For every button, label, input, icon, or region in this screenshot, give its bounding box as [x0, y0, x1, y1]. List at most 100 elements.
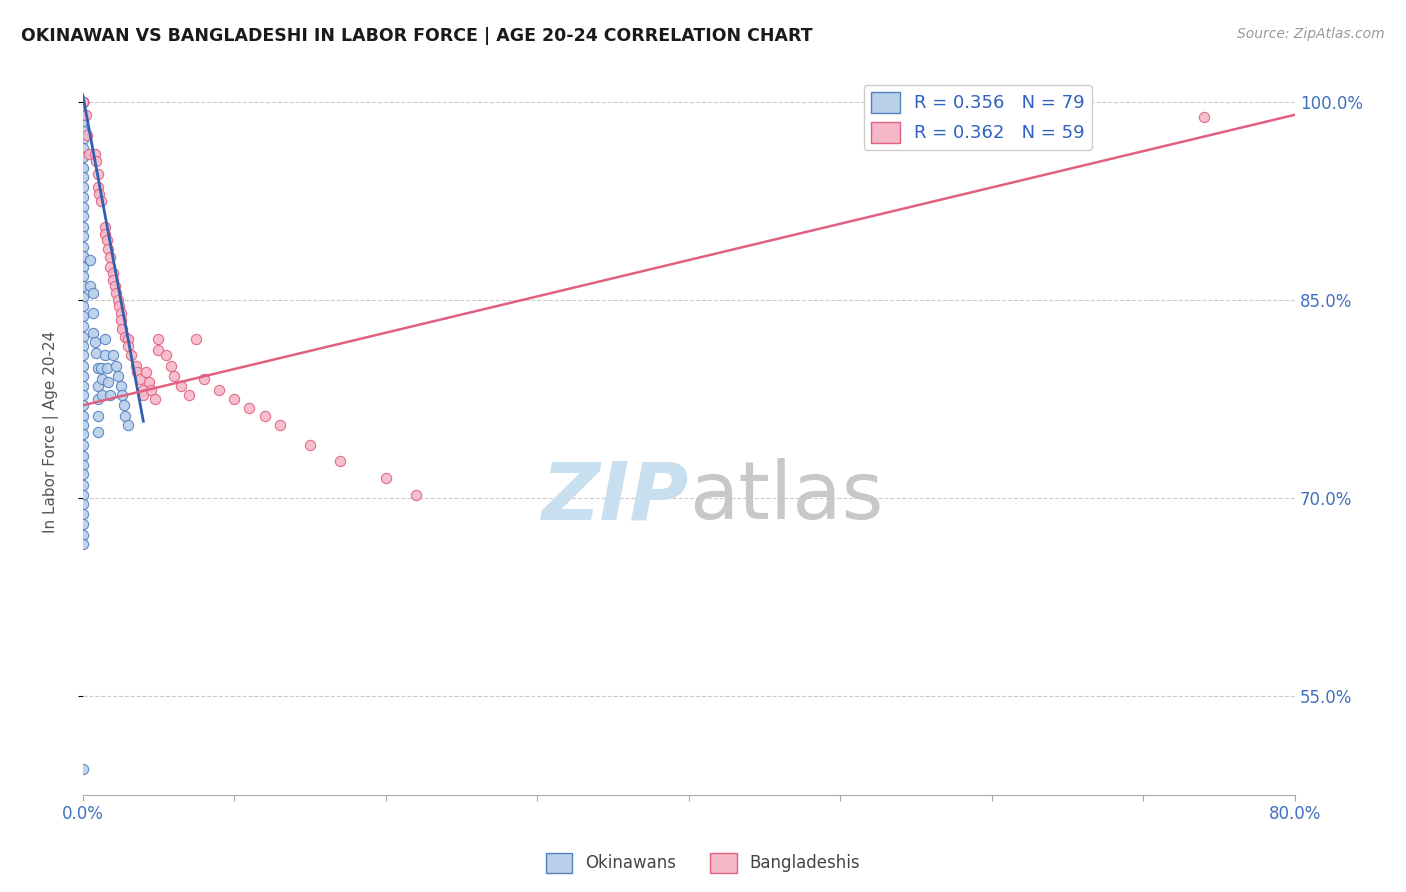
Point: [72, 114, 94, 128]
Point: [72, 467, 94, 481]
Point: [76, 128, 98, 142]
Point: [72, 150, 94, 164]
Point: [87, 361, 110, 376]
Point: [101, 273, 124, 287]
Point: [72, 398, 94, 412]
Point: [87, 409, 110, 423]
Point: [72, 537, 94, 551]
Point: [82, 306, 104, 320]
Point: [405, 488, 427, 502]
Point: [72, 418, 94, 433]
Point: [72, 507, 94, 521]
Point: [89, 187, 111, 202]
Point: [155, 348, 177, 362]
Point: [72, 517, 94, 532]
Point: [72, 95, 94, 109]
Point: [111, 322, 134, 336]
Point: [374, 471, 396, 485]
Point: [72, 123, 94, 137]
Point: [90, 194, 112, 208]
Point: [96, 233, 118, 247]
Point: [148, 332, 170, 346]
Point: [98, 260, 121, 274]
Point: [114, 329, 136, 343]
Point: [135, 365, 157, 379]
Point: [98, 251, 121, 265]
Point: [72, 95, 94, 109]
Point: [208, 383, 231, 397]
Point: [72, 290, 94, 304]
Point: [108, 299, 131, 313]
Point: [329, 454, 352, 468]
Point: [107, 369, 129, 384]
Point: [72, 180, 94, 194]
Point: [97, 243, 120, 257]
Point: [114, 409, 136, 423]
Point: [75, 108, 97, 122]
Point: [83, 334, 105, 349]
Point: [72, 528, 94, 542]
Point: [193, 372, 215, 386]
Point: [72, 108, 94, 122]
Point: [72, 95, 94, 109]
Point: [72, 369, 94, 384]
Point: [72, 762, 94, 776]
Point: [72, 95, 94, 109]
Point: [110, 306, 132, 320]
Point: [129, 372, 152, 386]
Text: ZIP: ZIP: [541, 458, 689, 536]
Point: [72, 388, 94, 402]
Point: [159, 359, 181, 373]
Point: [224, 392, 246, 406]
Point: [120, 348, 142, 362]
Point: [117, 418, 139, 433]
Point: [72, 319, 94, 334]
Point: [72, 161, 94, 175]
Point: [105, 286, 128, 301]
Point: [117, 332, 139, 346]
Point: [72, 200, 94, 214]
Point: [96, 361, 118, 376]
Point: [1192, 111, 1215, 125]
Point: [177, 388, 200, 402]
Point: [139, 383, 162, 397]
Point: [127, 365, 149, 379]
Point: [72, 427, 94, 442]
Point: [170, 378, 193, 392]
Point: [94, 332, 117, 346]
Point: [138, 375, 160, 389]
Text: OKINAWAN VS BANGLADESHI IN LABOR FORCE | AGE 20-24 CORRELATION CHART: OKINAWAN VS BANGLADESHI IN LABOR FORCE |…: [21, 27, 813, 45]
Point: [98, 388, 121, 402]
Point: [72, 210, 94, 224]
Point: [72, 108, 94, 122]
Point: [72, 95, 94, 109]
Point: [72, 409, 94, 423]
Point: [79, 279, 101, 293]
Point: [145, 392, 167, 406]
Point: [72, 458, 94, 472]
Point: [94, 348, 117, 362]
Point: [86, 153, 108, 168]
Point: [94, 227, 117, 241]
Point: [72, 229, 94, 244]
Point: [72, 131, 94, 145]
Point: [87, 180, 110, 194]
Point: [299, 438, 322, 452]
Text: atlas: atlas: [689, 458, 883, 536]
Point: [97, 375, 120, 389]
Point: [72, 449, 94, 463]
Point: [112, 398, 135, 412]
Point: [82, 286, 104, 301]
Point: [87, 425, 110, 439]
Point: [72, 359, 94, 373]
Point: [72, 169, 94, 184]
Point: [94, 220, 117, 235]
Point: [87, 167, 110, 181]
Legend: Okinawans, Bangladeshis: Okinawans, Bangladeshis: [538, 847, 868, 880]
Y-axis label: In Labor Force | Age 20-24: In Labor Force | Age 20-24: [44, 331, 59, 533]
Point: [103, 279, 125, 293]
Point: [72, 329, 94, 343]
Point: [72, 378, 94, 392]
Text: Source: ZipAtlas.com: Source: ZipAtlas.com: [1237, 27, 1385, 41]
Point: [101, 266, 124, 280]
